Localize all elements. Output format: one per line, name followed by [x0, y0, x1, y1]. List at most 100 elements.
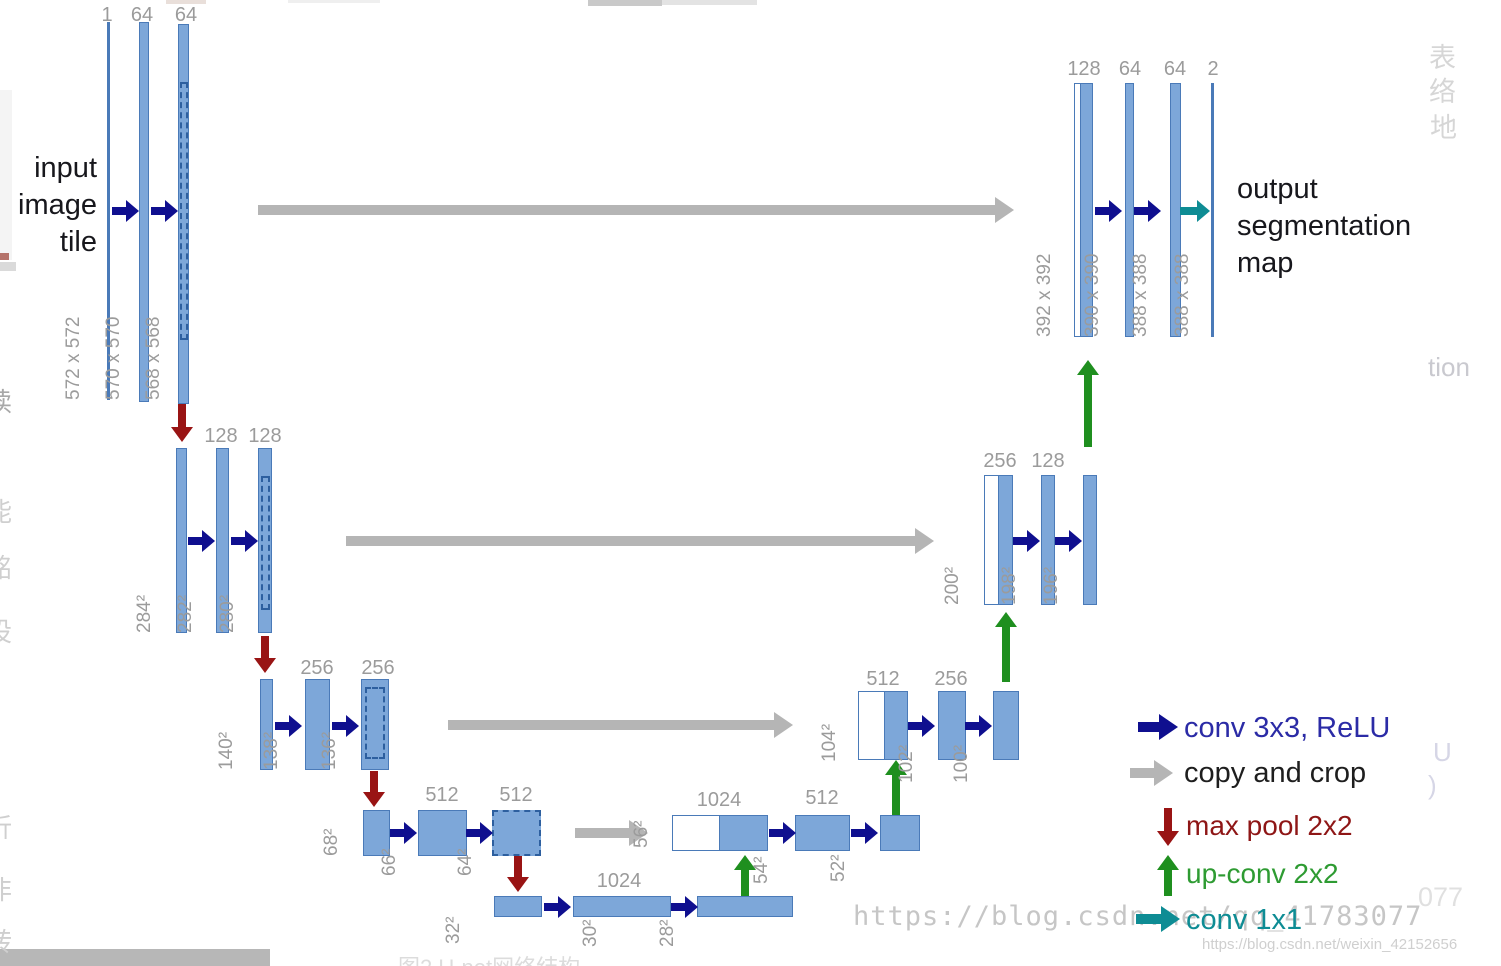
copy-arrow	[575, 820, 648, 846]
feature-size-label: 52²	[828, 854, 849, 882]
copy-arrow	[346, 528, 934, 554]
copied-feature-box	[858, 691, 885, 760]
conv-arrow	[544, 896, 571, 918]
feature-map-box	[494, 896, 542, 917]
feature-size-label: 392 x 392	[1034, 253, 1055, 337]
upconv-arrow	[995, 612, 1017, 682]
feature-size-label: 138²	[261, 731, 282, 770]
feature-size-label: 390 x 390	[1082, 253, 1103, 337]
right-edge-cjk: 络	[1429, 77, 1456, 107]
input-caption-line: input	[34, 152, 97, 184]
left-edge-text-fragment: 能	[0, 492, 16, 529]
feature-map-box	[697, 896, 793, 917]
channel-count-label: 64	[1163, 58, 1187, 80]
conv-arrow	[965, 715, 992, 737]
feature-map-bar	[216, 448, 229, 633]
left-edge-text-fragment: 转	[0, 922, 16, 959]
screen-artifact	[288, 0, 380, 3]
right-edge-ghost-num: 077	[1418, 882, 1464, 912]
upconv-arrow	[734, 855, 756, 897]
feature-size-label: 198²	[999, 566, 1020, 605]
maxpool-arrow	[363, 771, 385, 807]
conv-arrow	[908, 715, 935, 737]
legend-maxpool-label: max pool 2x2	[1186, 810, 1353, 841]
feature-map-box	[795, 815, 850, 851]
feature-size-label: 572 x 572	[63, 316, 84, 400]
input-image-line	[107, 22, 110, 400]
channel-count-label: 1024	[596, 870, 642, 892]
legend-conv-arrow	[1138, 714, 1178, 740]
screen-artifact	[662, 0, 757, 5]
conv-arrow	[151, 200, 178, 222]
channel-count-label: 512	[425, 784, 459, 806]
conv-arrow	[671, 896, 698, 918]
right-edge-ghost-tion: tion	[1428, 352, 1470, 382]
upconv-arrow	[1077, 360, 1099, 447]
legend-conv3x3-label: conv 3x3, ReLU	[1184, 712, 1391, 744]
screen-artifact	[588, 0, 662, 6]
input-caption: input image tile	[5, 150, 97, 261]
channel-count-label: 2	[1207, 58, 1219, 80]
conv-arrow	[1055, 530, 1082, 552]
channel-count-label: 512	[499, 784, 533, 806]
copy-arrow	[258, 197, 1014, 223]
input-caption-line: image	[18, 189, 97, 221]
maxpool-arrow	[171, 404, 193, 442]
conv-arrow	[275, 715, 302, 737]
screen-artifact	[0, 90, 12, 260]
channel-count-label: 64	[174, 4, 198, 26]
output-map-line	[1211, 83, 1214, 337]
feature-size-label: 570 x 570	[103, 316, 124, 400]
csdn-watermark-small: https://blog.csdn.net/weixin_42152656	[1202, 936, 1458, 953]
conv-arrow	[112, 200, 139, 222]
feature-size-label: 68²	[321, 828, 342, 856]
channel-count-label: 64	[1118, 58, 1142, 80]
feature-size-label: 280²	[217, 594, 238, 633]
screen-artifact	[0, 253, 9, 260]
feature-map-box	[993, 691, 1019, 760]
screen-artifact	[166, 0, 206, 4]
feature-map-bar	[176, 448, 187, 633]
feature-map-bar	[1083, 475, 1097, 605]
output-caption-line: output	[1237, 173, 1318, 205]
channel-count-label: 128	[1031, 450, 1065, 472]
channel-count-label: 512	[866, 668, 900, 690]
maxpool-arrow	[254, 636, 276, 673]
feature-map-bar	[305, 679, 330, 770]
conv-arrow	[1134, 200, 1161, 222]
right-edge-cjk: 地	[1430, 113, 1457, 143]
copied-feature-box	[672, 815, 720, 851]
feature-map-bar	[998, 475, 1013, 605]
feature-size-label: 64²	[455, 848, 476, 876]
channel-count-label: 256	[361, 657, 395, 679]
crop-outline	[180, 82, 188, 340]
left-edge-text-fragment: 丨	[0, 753, 16, 790]
bottom-left-gray-bar	[0, 949, 270, 966]
channel-count-label: 256	[983, 450, 1017, 472]
upconv-arrow	[885, 760, 907, 815]
feature-map-bar	[1041, 475, 1055, 605]
left-edge-text-fragment: 读	[0, 382, 16, 419]
legend-conv1x1-arrow	[1136, 906, 1180, 932]
channel-count-label: 512	[805, 787, 839, 809]
feature-size-label: 388 x 388	[1130, 253, 1151, 337]
conv-arrow	[188, 530, 215, 552]
copied-feature-bar	[984, 475, 999, 605]
conv-arrow	[1095, 200, 1122, 222]
screen-artifact	[0, 262, 16, 271]
legend-copy-arrow	[1130, 760, 1173, 786]
left-edge-text-fragment: 折	[0, 808, 16, 845]
channel-count-label: 128	[204, 425, 238, 447]
feature-map-box	[719, 815, 768, 851]
feature-map-bar	[260, 679, 273, 770]
channel-count-label: 256	[300, 657, 334, 679]
feature-size-label: 104²	[819, 723, 840, 762]
conv-arrow	[769, 822, 796, 844]
feature-map-bar	[178, 24, 189, 404]
feature-size-label: 282²	[175, 594, 196, 633]
feature-size-label: 196²	[1041, 566, 1062, 605]
output-caption-line: map	[1237, 247, 1294, 279]
legend-upconv-label: up-conv 2x2	[1186, 858, 1339, 889]
legend-upconv-arrow	[1157, 855, 1179, 896]
